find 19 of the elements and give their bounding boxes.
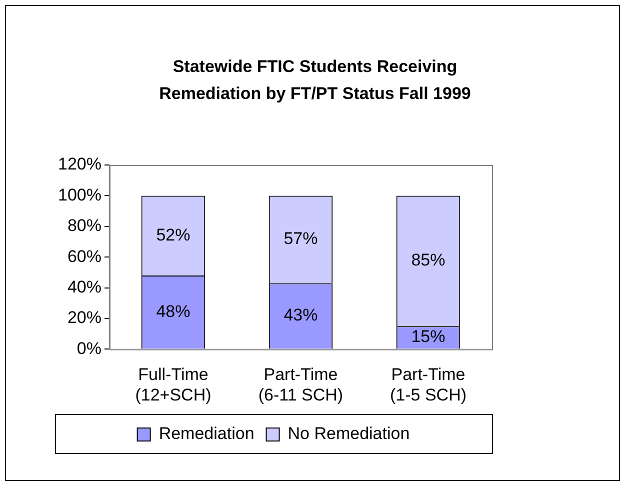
data-label: 15% [411, 327, 446, 346]
x-tick-label: Part-Time (1-5 SCH) [390, 365, 467, 404]
y-tick-label: 20% [67, 308, 102, 328]
y-tick-label: 60% [67, 246, 102, 266]
y-tick-label: 80% [67, 216, 102, 236]
y-tick-label: 120% [58, 154, 102, 174]
data-label: 48% [156, 302, 190, 321]
y-tick-label: 100% [58, 185, 102, 204]
data-label: 57% [284, 229, 318, 248]
legend-label: Remediation [158, 424, 254, 444]
data-label: 52% [156, 225, 190, 244]
x-tick-label: Full-Time (12+SCH) [135, 365, 212, 404]
data-label: 43% [284, 306, 318, 325]
legend-label: No Remediation [288, 424, 410, 444]
y-tick-label: 0% [76, 338, 102, 358]
data-label: 85% [411, 250, 446, 270]
x-tick-label: Part-Time (6-11 SCH) [258, 365, 344, 404]
y-tick-label: 40% [67, 277, 102, 296]
chart-title: Statewide FTIC Students Receiving Remediation by FT/PT Status Fall 1999 [158, 56, 472, 105]
